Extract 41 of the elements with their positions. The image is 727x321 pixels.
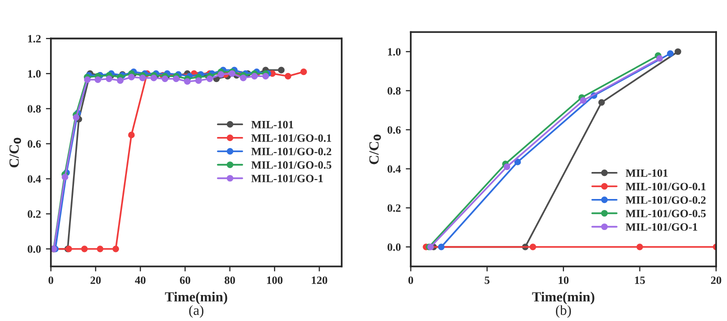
y-tick-label: 0.6: [388, 126, 401, 134]
x-tick-label: 20: [90, 276, 101, 284]
y-axis-title: C/C$_{0}$: [369, 134, 381, 164]
y-tick-label: 0.8: [388, 87, 401, 95]
x-axis-title: Time(min): [165, 292, 228, 304]
x-tick-label: 20: [711, 276, 722, 284]
x-tick-label: 40: [134, 276, 146, 284]
x-tick-label: 15: [635, 276, 645, 284]
y-tick-label: 1.0: [28, 70, 41, 78]
x-tick-label: 120: [312, 276, 328, 284]
x-tick-label: 80: [224, 276, 235, 284]
text: (a): [189, 305, 204, 318]
legend-label: MIL-101: [626, 169, 668, 177]
y-tick-label: 0.2: [28, 210, 41, 218]
y-tick-label: 0.6: [28, 140, 41, 148]
y-tick-label: 0.4: [28, 175, 41, 183]
legend-label: MIL-101/GO-1: [251, 174, 323, 182]
x-tick-label: 60: [180, 276, 190, 284]
y-tick-label: 1.0: [388, 48, 401, 56]
x-tick-label: 0: [408, 276, 414, 284]
legend-label: MIL-101/GO-0.5: [626, 210, 706, 218]
legend-label: MIL-101: [251, 120, 294, 128]
x-tick-label: 100: [267, 276, 282, 284]
y-axis-title: C/C$_{0}$: [9, 138, 22, 168]
x-tick-label: 0: [48, 276, 54, 284]
x-axis-title: Time(min): [532, 292, 594, 304]
x-tick-label: 5: [484, 276, 490, 284]
y-tick-label: 0.8: [28, 105, 41, 113]
y-tick-label: 1.2: [28, 35, 41, 43]
legend-label: MIL-101/GO-0.2: [626, 196, 706, 204]
legend-label: MIL-101/GO-0.5: [251, 161, 332, 169]
legend-label: MIL-101/GO-0.1: [251, 134, 332, 142]
y-tick-label: 0.4: [388, 165, 401, 173]
y-tick-label: 0.0: [28, 245, 41, 253]
legend-label: MIL-101/GO-0.1: [626, 182, 706, 190]
y-tick-label: 0.2: [388, 204, 401, 212]
legend-label: MIL-101/GO-0.2: [251, 148, 332, 156]
legend-label: MIL-101/GO-1: [626, 223, 698, 231]
text: (b): [556, 305, 571, 318]
y-tick-label: 0.0: [388, 243, 401, 251]
x-tick-label: 10: [558, 276, 569, 284]
